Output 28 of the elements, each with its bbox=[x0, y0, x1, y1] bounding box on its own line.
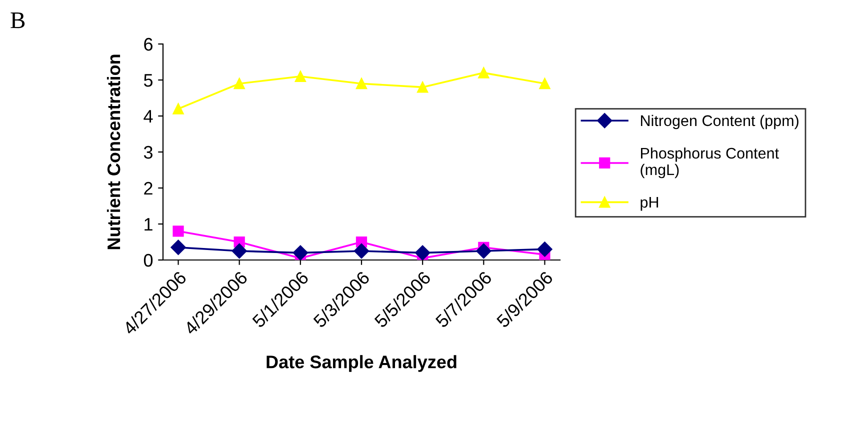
point bbox=[172, 226, 184, 237]
point bbox=[294, 70, 306, 82]
point bbox=[232, 243, 247, 259]
point bbox=[539, 78, 550, 90]
y-tick-label: 1 bbox=[144, 218, 152, 231]
y-tick-label: 3 bbox=[144, 146, 152, 159]
y-axis-title: Nutrient Concentration bbox=[106, 54, 120, 250]
point bbox=[478, 67, 490, 78]
legend-label: Nitrogen Content (ppm) bbox=[641, 114, 798, 130]
point bbox=[292, 245, 308, 260]
y-tick-label: 6 bbox=[144, 38, 152, 51]
point bbox=[170, 240, 186, 255]
point bbox=[356, 78, 368, 90]
point bbox=[415, 245, 430, 260]
point bbox=[476, 243, 492, 259]
text: B bbox=[10, 12, 25, 28]
point bbox=[537, 242, 552, 257]
y-tick-label: 4 bbox=[144, 110, 153, 123]
y-tick-label: 2 bbox=[144, 182, 152, 195]
y-tick-label: 0 bbox=[144, 254, 153, 267]
legend-label: Phosphorus Content (mgL) bbox=[640, 147, 779, 178]
point bbox=[172, 103, 184, 114]
point bbox=[354, 243, 370, 259]
y-tick-label: 5 bbox=[144, 74, 153, 87]
point bbox=[417, 82, 428, 93]
x-axis-title: Date Sample Analyzed bbox=[266, 355, 456, 372]
point bbox=[234, 78, 245, 90]
legend-label: pH bbox=[640, 197, 658, 211]
